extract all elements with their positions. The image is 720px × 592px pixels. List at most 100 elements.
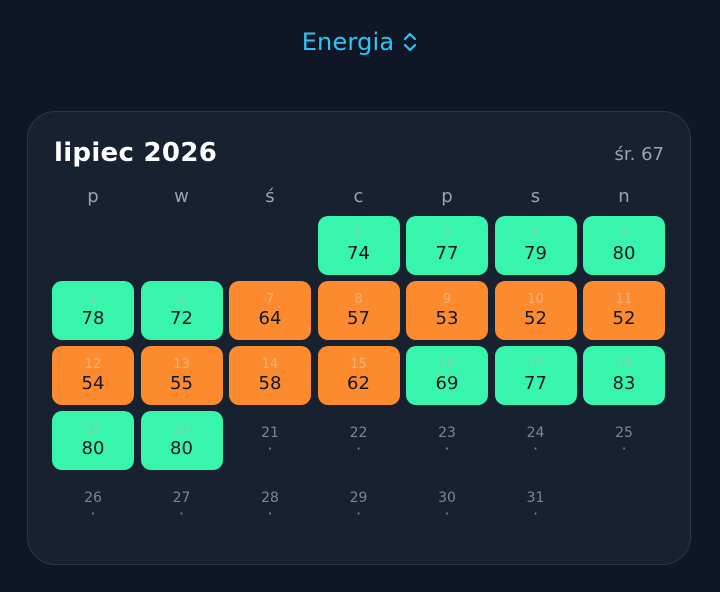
day-value: 53 (435, 307, 459, 329)
day-cell[interactable]: 10 52 (494, 281, 577, 340)
day-cell[interactable]: 17 77 (494, 346, 577, 405)
day-value: 52 (612, 307, 636, 329)
day-number: 14 (261, 356, 279, 372)
calendar-card: lipiec 2026 śr. 67 p w ś c p s n 1 74 2 77 3… (27, 111, 691, 565)
day-number: 9 (442, 291, 452, 307)
day-number: 7 (265, 291, 275, 307)
day-number: 2 (442, 226, 452, 242)
day-cell[interactable]: 11 52 (583, 281, 665, 340)
day-cell[interactable]: 13 55 (140, 346, 223, 405)
day-number: 10 (527, 291, 544, 307)
day-cell[interactable]: 14 58 (229, 346, 311, 405)
day-number: 5 (88, 291, 98, 307)
day-number: 28 (261, 489, 279, 506)
day-value: 79 (524, 242, 547, 264)
metric-selector-label: Energia (301, 28, 395, 56)
day-value: · (621, 438, 627, 458)
day-cell[interactable]: 26 · (52, 476, 134, 535)
day-cell[interactable]: 30 · (406, 476, 488, 535)
day-number: 13 (173, 356, 190, 372)
day-number: 16 (438, 356, 456, 372)
day-cell[interactable]: 23 · (406, 411, 488, 470)
day-number: 8 (354, 291, 363, 307)
day-value: · (532, 503, 539, 523)
day-cell[interactable]: 22 · (318, 411, 400, 470)
day-value: 83 (612, 372, 636, 394)
weekday-label: ś (265, 186, 275, 207)
weekday-label: n (618, 186, 630, 207)
day-cell[interactable]: 2 77 (406, 216, 488, 275)
day-cell[interactable]: 24 · (495, 411, 577, 470)
day-cell[interactable]: 6 72 (140, 281, 223, 340)
day-cell[interactable]: 28 · (229, 476, 311, 535)
calendar-grid: p w ś c p s n 1 74 2 77 3 79 4 80 5 78 6 72 7 64 8 57 9 5… (52, 184, 665, 535)
day-cell[interactable]: 3 79 (494, 216, 577, 275)
weekday-label: p (87, 186, 99, 207)
day-cell[interactable]: 29 · (318, 476, 400, 535)
day-number: 23 (438, 424, 456, 441)
day-cell[interactable]: 12 54 (52, 346, 134, 405)
day-value: · (267, 438, 273, 458)
day-value: · (444, 503, 450, 523)
day-value: 58 (258, 372, 282, 394)
day-cell[interactable]: 4 80 (583, 216, 665, 275)
day-cell[interactable]: 8 57 (317, 281, 400, 340)
day-number: 11 (615, 291, 633, 307)
average-value: śr. 67 (614, 144, 664, 165)
day-cell[interactable]: 1 74 (317, 216, 400, 275)
metric-selector[interactable]: Energia (0, 28, 720, 56)
day-number: 30 (438, 489, 456, 506)
day-cell[interactable]: 20 80 (140, 411, 223, 470)
weekday-label: w (174, 186, 189, 207)
day-number: 6 (177, 291, 186, 307)
day-cell[interactable]: 25 · (583, 411, 665, 470)
day-cell[interactable]: 21 · (229, 411, 311, 470)
day-number: 21 (261, 424, 279, 441)
day-number: 31 (526, 489, 545, 506)
day-value: 52 (524, 307, 547, 329)
day-value: 77 (435, 242, 459, 264)
day-value: 54 (81, 372, 105, 394)
day-cell[interactable]: 5 78 (52, 281, 134, 340)
month-title: lipiec 2026 (54, 138, 218, 168)
day-number: 3 (531, 226, 540, 242)
weekday-label: s (530, 186, 541, 207)
day-number: 15 (350, 356, 367, 372)
day-cell[interactable]: 16 69 (406, 346, 488, 405)
day-value: 78 (81, 307, 105, 329)
day-value: 62 (347, 372, 370, 394)
day-number: 19 (84, 421, 102, 437)
day-number: 18 (615, 356, 633, 372)
day-number: 4 (619, 226, 629, 242)
day-number: 27 (172, 489, 191, 506)
day-value: 80 (81, 437, 105, 459)
day-value: · (267, 503, 273, 523)
day-cell[interactable]: 9 53 (406, 281, 488, 340)
day-number: 25 (615, 424, 633, 441)
day-number: 1 (354, 226, 363, 242)
weekday-label: p (441, 186, 453, 207)
day-value: 77 (524, 372, 547, 394)
day-value: · (90, 503, 96, 523)
day-value: · (444, 438, 450, 458)
day-value: 72 (170, 307, 193, 329)
day-value: 64 (258, 307, 282, 329)
day-value: 69 (435, 372, 459, 394)
day-number: 12 (84, 356, 102, 372)
day-value: · (355, 438, 362, 458)
day-value: 80 (170, 437, 193, 459)
day-number: 17 (527, 356, 544, 372)
chevron-up-down-icon (404, 32, 417, 52)
day-cell[interactable]: 19 80 (52, 411, 134, 470)
day-number: 24 (526, 424, 545, 441)
day-cell[interactable]: 27 · (141, 476, 223, 535)
day-value: 74 (347, 242, 370, 264)
day-value: · (355, 503, 362, 523)
day-cell[interactable]: 31 · (495, 476, 577, 535)
day-cell[interactable]: 15 62 (317, 346, 400, 405)
day-cell[interactable]: 18 83 (583, 346, 665, 405)
weekday-label: c (353, 186, 364, 207)
day-value: 55 (170, 372, 193, 394)
day-value: · (178, 503, 185, 523)
day-cell[interactable]: 7 64 (229, 281, 311, 340)
